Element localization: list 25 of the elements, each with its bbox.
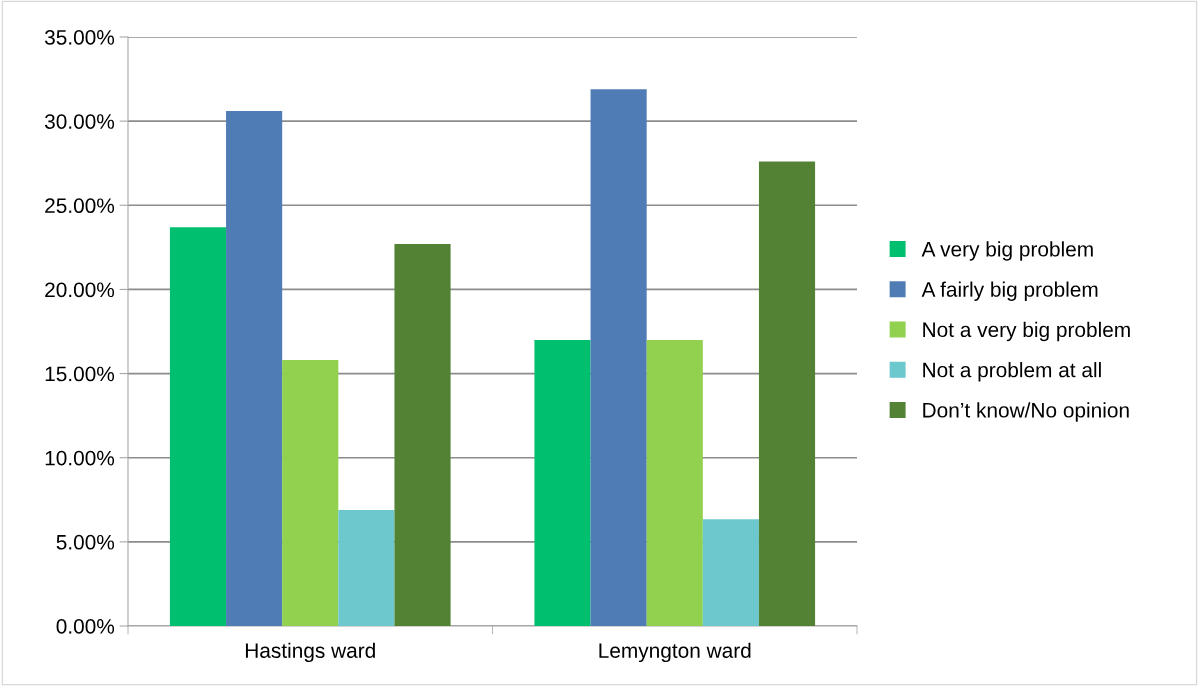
y-tick-label: 30.00%: [44, 114, 115, 129]
bar: [226, 111, 283, 626]
bar: [646, 339, 703, 626]
bar: [394, 243, 451, 626]
bar: [758, 161, 816, 626]
y-tick-label: 25.00%: [45, 198, 115, 214]
bar: [534, 339, 591, 626]
bar: [338, 509, 395, 626]
legend-label: Not a problem at all: [923, 362, 1101, 382]
y-tick-label: 5.00%: [56, 534, 115, 550]
y-tick-label: 10.00%: [45, 450, 115, 466]
y-tick-label: 15.00%: [45, 366, 115, 382]
bar: [169, 227, 227, 626]
legend-label: A very big problem: [921, 241, 1093, 261]
x-tick-label: Lemyngton ward: [599, 642, 751, 663]
bar: [702, 519, 759, 626]
legend-label: Don’t know/No opinion: [923, 402, 1129, 422]
legend-label: A fairly big problem: [921, 281, 1098, 301]
y-tick-label: 20.00%: [45, 282, 115, 298]
bar: [282, 360, 339, 626]
y-tick-label: 0.00%: [56, 619, 115, 634]
legend-label: Not a very big problem: [923, 321, 1130, 342]
y-tick-label: 35.00%: [44, 30, 115, 45]
bar: [590, 89, 647, 626]
x-tick-label: Hastings ward: [245, 642, 375, 663]
